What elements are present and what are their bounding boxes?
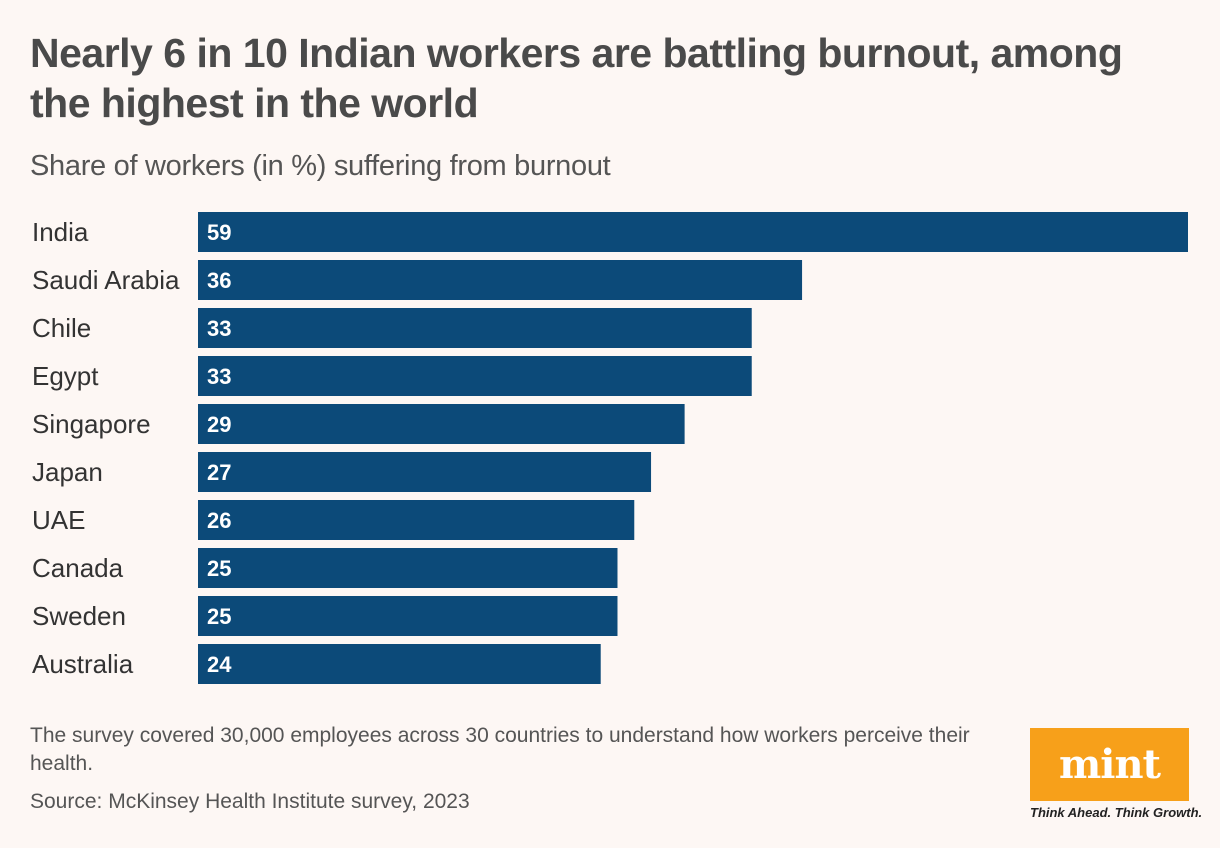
bar — [198, 308, 752, 348]
bar — [198, 500, 635, 540]
category-label: India — [32, 217, 89, 247]
category-label: Chile — [32, 313, 91, 343]
survey-note: The survey covered 30,000 employees acro… — [30, 724, 970, 775]
data-label: 24 — [207, 652, 232, 677]
category-label: Sweden — [32, 601, 126, 631]
bar-chart: India 59 Saudi Arabia 36 Chile 33 Egypt 33 Singa… — [32, 212, 1188, 684]
chart-subtitle: Share of workers (in %) suffering from b… — [30, 150, 611, 182]
bar — [198, 356, 752, 396]
chart-title: Nearly 6 in 10 Indian workers are battli… — [30, 30, 1123, 126]
category-label: Saudi Arabia — [32, 265, 180, 295]
category-label: Singapore — [32, 409, 151, 439]
data-label: 27 — [207, 460, 231, 485]
data-label: 25 — [207, 604, 231, 629]
bar — [198, 452, 652, 492]
data-label: 26 — [207, 508, 231, 533]
data-label: 25 — [207, 556, 231, 581]
category-label: UAE — [32, 505, 85, 535]
bar — [198, 548, 618, 588]
source-text: Source: McKinsey Health Institute survey… — [30, 790, 470, 813]
logo-wordmark: mint — [1058, 741, 1161, 788]
bar — [198, 260, 803, 300]
data-label: 33 — [207, 316, 231, 341]
data-label: 33 — [207, 364, 231, 389]
data-label: 36 — [207, 268, 231, 293]
category-label: Egypt — [32, 361, 99, 391]
category-label: Japan — [32, 457, 103, 487]
bar — [198, 404, 685, 444]
bar — [198, 212, 1188, 252]
category-label: Canada — [32, 553, 124, 583]
mint-logo: mint — [1030, 728, 1189, 801]
category-label: Australia — [32, 649, 134, 679]
logo-tagline: Think Ahead. Think Growth. — [1030, 805, 1203, 820]
bar — [198, 596, 618, 636]
bar — [198, 644, 601, 684]
data-label: 29 — [207, 412, 231, 437]
data-label: 59 — [207, 220, 231, 245]
